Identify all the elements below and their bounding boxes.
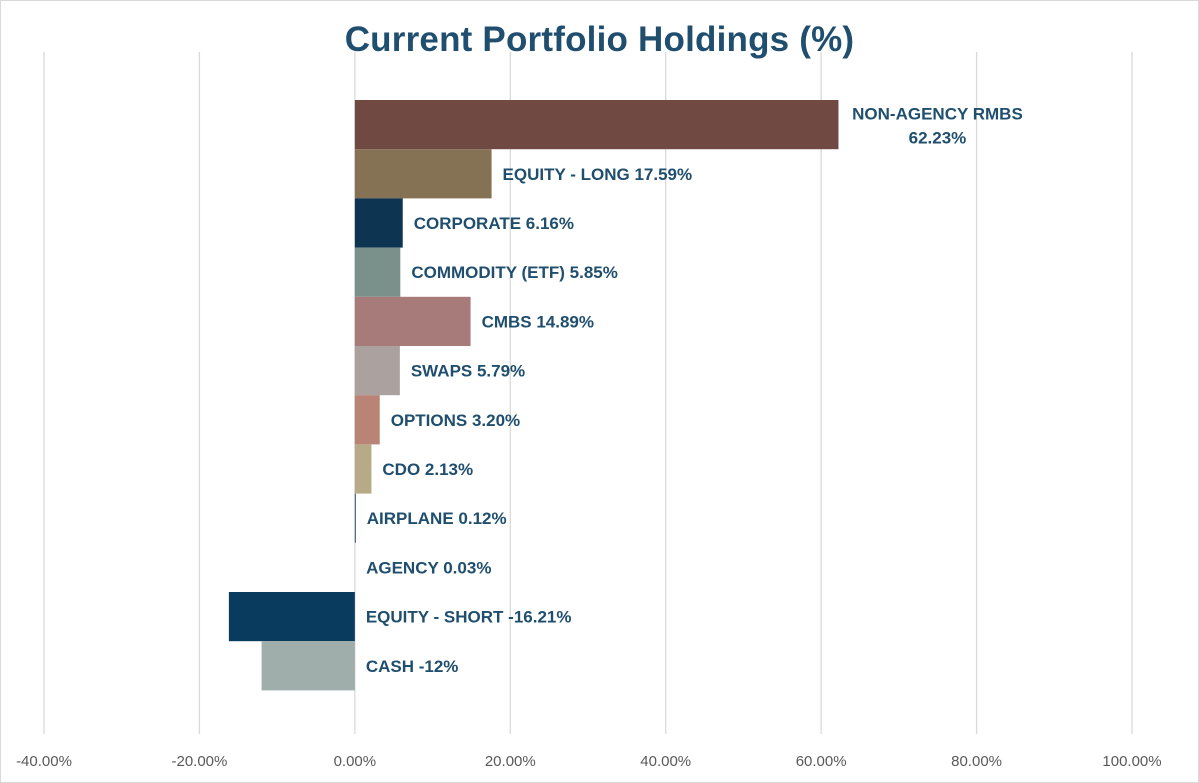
data-label: NON-AGENCY RMBS: [852, 105, 1023, 124]
data-label: 62.23%: [909, 129, 967, 148]
bar: [354, 247, 401, 297]
x-tick-label: -20.00%: [171, 753, 227, 770]
x-tick-label: 100.00%: [1102, 753, 1161, 770]
data-label: CORPORATE 6.16%: [414, 214, 574, 233]
data-label: COMMODITY (ETF) 5.85%: [411, 263, 618, 282]
x-tick-label: -40.00%: [16, 753, 72, 770]
data-labels: NON-AGENCY RMBS 62.23% EQUITY - LONG 17.59…: [366, 105, 1023, 676]
x-tick-label: 20.00%: [485, 753, 536, 770]
bar: [354, 444, 372, 494]
bar: [354, 100, 839, 150]
bar: [354, 493, 356, 543]
data-label: CDO 2.13%: [382, 460, 473, 479]
x-axis-ticks: -40.00% -20.00% 0.00% 20.00% 40.00% 60.00% 80.…: [16, 753, 1162, 770]
bar: [354, 395, 380, 445]
x-tick-label: 40.00%: [640, 753, 691, 770]
x-tick-label: 80.00%: [951, 753, 1002, 770]
data-label: EQUITY - LONG 17.59%: [503, 165, 693, 184]
data-label: EQUITY - SHORT -16.21%: [366, 608, 572, 627]
x-tick-label: 0.00%: [334, 753, 377, 770]
data-label: CMBS 14.89%: [482, 312, 594, 331]
data-label: AIRPLANE 0.12%: [367, 509, 507, 528]
bar: [354, 296, 471, 346]
chart-title: Current Portfolio Holdings (%): [344, 20, 855, 59]
data-label: AGENCY 0.03%: [366, 558, 491, 577]
data-label: SWAPS 5.79%: [411, 362, 525, 381]
bar: [228, 592, 355, 642]
bar: [354, 346, 400, 396]
x-tick-label: 60.00%: [796, 753, 847, 770]
gridlines: [43, 52, 1133, 734]
bars: [228, 100, 839, 691]
bar: [354, 198, 403, 248]
data-label: OPTIONS 3.20%: [391, 411, 520, 430]
bar: [354, 542, 356, 592]
bar: [354, 149, 492, 199]
bar: [261, 641, 355, 691]
data-label: CASH -12%: [366, 657, 459, 676]
